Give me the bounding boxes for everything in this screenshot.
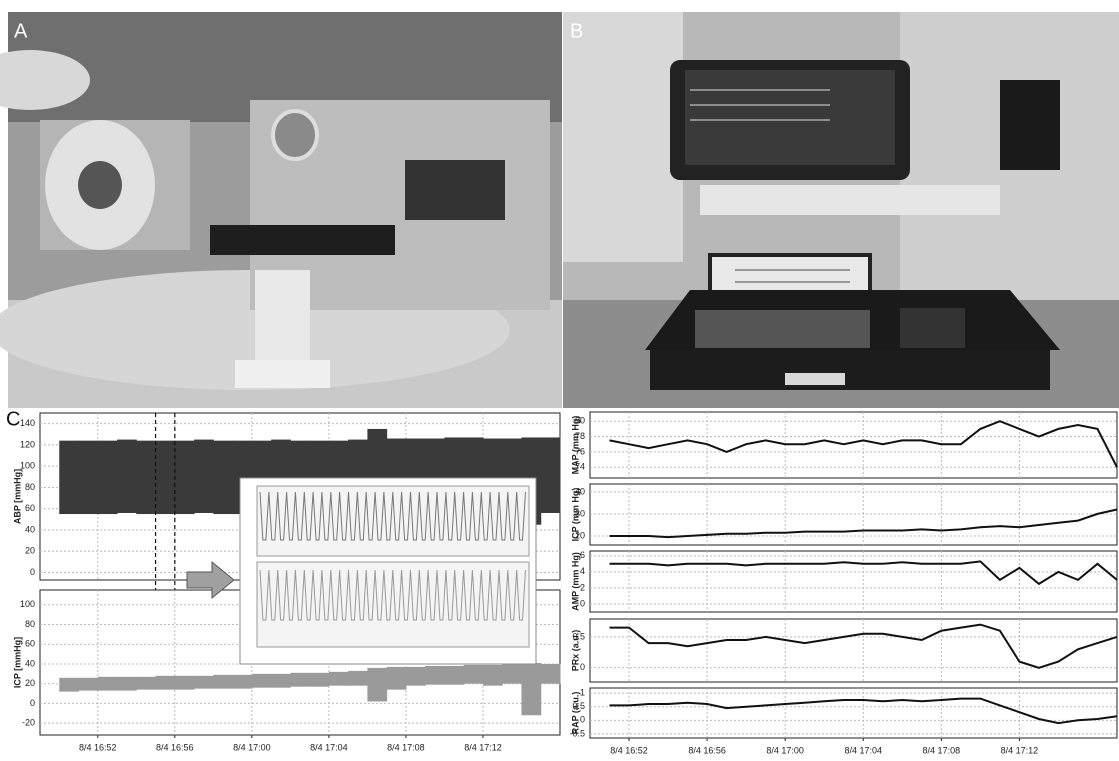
y-tick-label: 1 (580, 688, 585, 698)
y-tick-label: 100 (20, 599, 35, 609)
band-segment (117, 677, 137, 691)
y-tick-label: 4 (580, 566, 585, 576)
band-segment (213, 441, 233, 514)
x-tick-label: 8/4 17:08 (923, 745, 961, 755)
panel-label: C (6, 408, 20, 430)
x-tick-label: 8/4 16:56 (688, 745, 726, 755)
photo-b: B (563, 12, 1119, 408)
y-tick-label: 2 (580, 582, 585, 592)
band-segment (59, 678, 79, 692)
x-tick-label: 8/4 17:08 (387, 742, 425, 752)
band-segment (367, 668, 387, 702)
band-segment (79, 441, 99, 514)
band-segment (233, 675, 253, 689)
photo-a: A (0, 12, 562, 408)
x-tick-label: 8/4 17:00 (233, 742, 271, 752)
y-axis-label: PRx (a.u.) (570, 630, 580, 672)
y-tick-label: 80 (25, 482, 35, 492)
band-segment (406, 667, 426, 686)
x-tick-label: 8/4 16:52 (79, 742, 117, 752)
figure: A B C 020406080100120140ABP [mmHg]8/4 16… (0, 0, 1119, 761)
band-segment (194, 440, 214, 513)
band-segment (213, 675, 233, 689)
y-tick-label: 140 (20, 418, 35, 428)
band-segment (98, 441, 118, 514)
band-segment (79, 678, 99, 691)
band-segment (156, 676, 176, 690)
plot-area (590, 484, 1117, 545)
band-segment (136, 677, 156, 690)
band-segment (252, 674, 272, 688)
y-tick-label: 80 (25, 619, 35, 629)
band-segment (425, 666, 445, 685)
x-tick-label: 8/4 16:56 (156, 742, 194, 752)
x-tick-label: 8/4 17:12 (464, 742, 502, 752)
band-segment (521, 663, 541, 715)
y-axis-label: ICP [mmHg] (12, 637, 22, 688)
y-tick-label: -20 (22, 718, 35, 728)
band-segment (464, 665, 484, 684)
band-segment (271, 674, 291, 688)
x-tick-label: 8/4 17:04 (844, 745, 882, 755)
x-tick-label: 8/4 17:00 (766, 745, 804, 755)
band-segment (444, 666, 464, 685)
band-segment (329, 672, 349, 686)
band-segment (136, 441, 156, 514)
y-tick-label: 0 (30, 698, 35, 708)
band-segment (156, 441, 176, 514)
band-segment (502, 664, 522, 684)
band-segment (387, 667, 407, 690)
y-axis-label: MAP (mm Hg) (570, 416, 580, 475)
y-tick-label: 40 (25, 524, 35, 534)
y-tick-label: 0 (580, 598, 585, 608)
y-axis-label: ICP (mm Hg) (570, 488, 580, 542)
band-segment (98, 677, 118, 691)
band-segment (310, 673, 330, 687)
x-tick-label: 8/4 17:12 (1001, 745, 1039, 755)
band-segment (541, 664, 561, 684)
y-tick-label: 0 (580, 662, 585, 672)
band-segment (59, 441, 79, 514)
panel-label: B (570, 20, 583, 42)
y-tick-label: 60 (25, 503, 35, 513)
y-tick-label: 40 (25, 658, 35, 668)
y-tick-label: 0 (580, 715, 585, 725)
y-tick-label: 20 (25, 546, 35, 556)
y-tick-label: 0 (30, 567, 35, 577)
y-tick-label: 20 (25, 678, 35, 688)
band-segment (175, 441, 195, 514)
plot-area (590, 619, 1117, 682)
y-axis-label: AMP (mm Hg) (570, 552, 580, 611)
y-axis-label: ABP [mmHg] (12, 469, 22, 524)
band-segment (117, 440, 137, 513)
plot-area (590, 688, 1117, 738)
band-segment (194, 676, 214, 689)
band-segment (483, 665, 503, 686)
y-tick-label: 60 (25, 639, 35, 649)
y-tick-label: 6 (580, 550, 585, 560)
panel-label: A (14, 20, 28, 42)
band-segment (348, 671, 368, 686)
y-axis-label: RAP (a.u.) (570, 692, 580, 735)
band-segment (290, 673, 310, 687)
band-segment (175, 676, 195, 690)
plot-area (590, 551, 1117, 612)
y-tick-label: 120 (20, 439, 35, 449)
band-segment (541, 437, 561, 513)
x-tick-label: 8/4 17:04 (310, 742, 348, 752)
x-tick-label: 8/4 16:52 (610, 745, 648, 755)
